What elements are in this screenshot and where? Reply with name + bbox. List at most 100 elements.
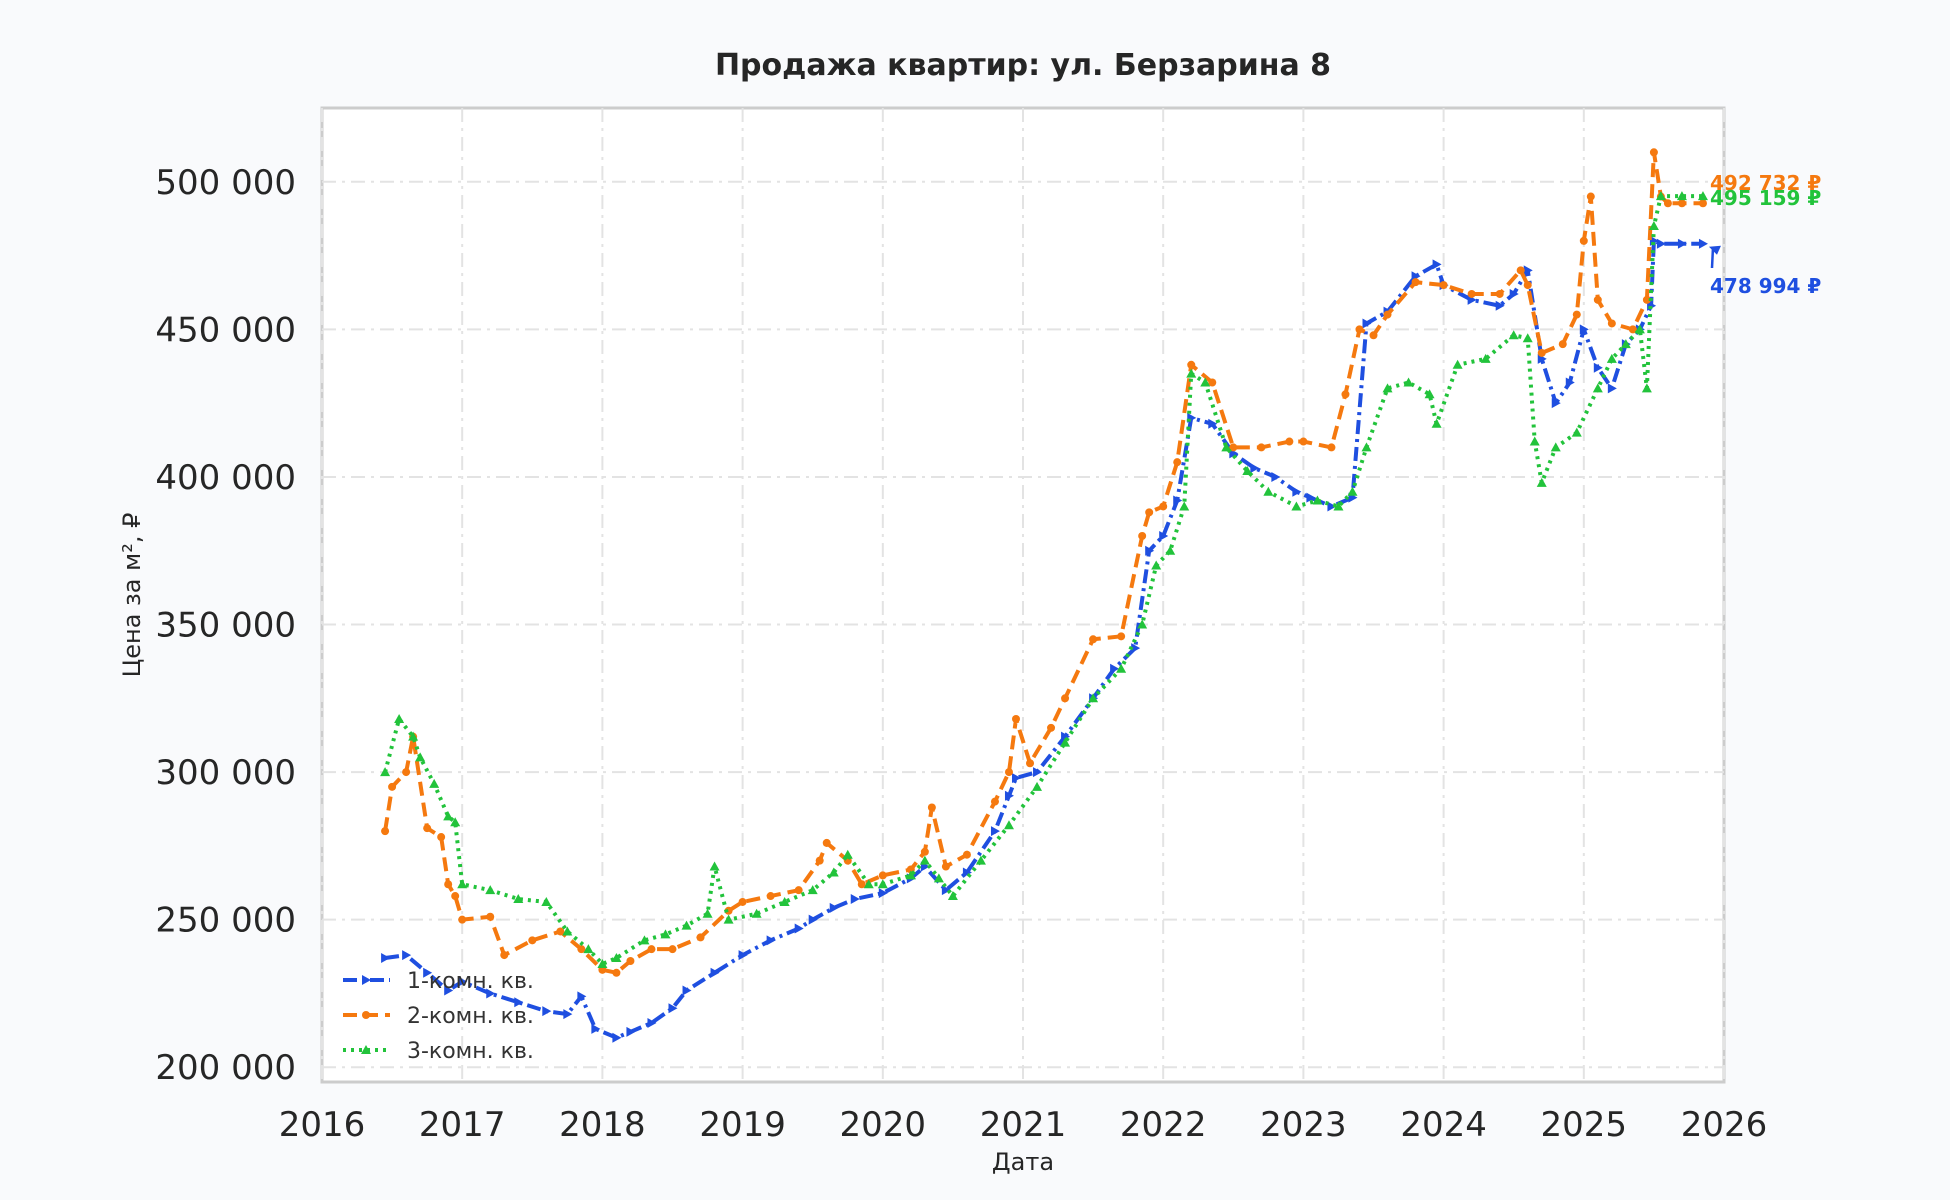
data-point xyxy=(402,950,412,961)
data-point xyxy=(1565,377,1575,388)
data-point xyxy=(1263,486,1274,496)
data-point xyxy=(1145,545,1155,556)
data-point xyxy=(1551,398,1561,409)
data-point xyxy=(933,873,944,883)
data-point xyxy=(1383,310,1392,319)
data-point xyxy=(1292,486,1302,497)
data-point xyxy=(611,953,622,963)
data-point xyxy=(1579,324,1589,335)
data-point xyxy=(388,782,397,791)
chart-title: Продажа квартир: ул. Берзарина 8 xyxy=(715,48,1331,83)
y-tick-label: 350 000 xyxy=(155,606,296,646)
y-tick-label: 200 000 xyxy=(155,1048,296,1088)
data-point xyxy=(514,997,524,1008)
data-point xyxy=(681,920,692,930)
data-point xyxy=(1593,295,1602,304)
data-point xyxy=(660,929,671,939)
data-point xyxy=(1110,663,1120,674)
data-point xyxy=(444,880,453,889)
data-point xyxy=(751,908,762,918)
data-point xyxy=(1424,389,1435,399)
y-tick-label: 400 000 xyxy=(155,458,296,498)
y-tick-label: 300 000 xyxy=(155,753,296,793)
y-axis-ticks: 200 000 250 000 300 000 350 000 400 000 450 0… xyxy=(155,163,296,1088)
data-point xyxy=(863,879,874,889)
data-point xyxy=(1291,501,1302,511)
data-point xyxy=(1558,340,1567,349)
data-point xyxy=(990,797,999,806)
data-point xyxy=(1159,530,1169,541)
data-point xyxy=(1306,492,1316,503)
data-point xyxy=(815,856,824,865)
data-point xyxy=(1088,693,1099,703)
data-point xyxy=(1467,289,1476,298)
data-point xyxy=(1579,236,1588,245)
data-point xyxy=(513,894,524,904)
data-point xyxy=(1271,471,1281,482)
data-point xyxy=(1117,632,1126,641)
data-point xyxy=(1347,486,1358,496)
data-point xyxy=(877,879,888,889)
data-point xyxy=(947,891,958,901)
data-point xyxy=(1655,191,1666,201)
data-point xyxy=(1137,619,1148,629)
data-point xyxy=(905,870,916,880)
data-point xyxy=(486,988,496,999)
data-point xyxy=(577,945,586,954)
data-point xyxy=(1011,772,1021,783)
data-point xyxy=(1026,759,1035,768)
data-point xyxy=(1522,333,1533,343)
data-point xyxy=(458,915,467,924)
data-point xyxy=(591,1023,601,1034)
data-point xyxy=(1572,310,1581,319)
data-point xyxy=(1327,501,1337,512)
data-point xyxy=(1333,501,1344,511)
data-point xyxy=(1606,353,1617,363)
data-point xyxy=(1061,731,1071,742)
data-point xyxy=(1047,723,1056,732)
data-point xyxy=(696,933,705,942)
data-point xyxy=(528,936,537,945)
data-point xyxy=(1361,442,1372,452)
data-point xyxy=(990,826,1000,837)
series-line xyxy=(384,238,1703,1040)
data-point xyxy=(1698,238,1708,249)
data-point xyxy=(1586,192,1595,201)
data-point xyxy=(927,803,936,812)
data-point xyxy=(1592,383,1603,393)
data-point xyxy=(626,1026,636,1037)
data-point xyxy=(668,1003,678,1014)
x-tick-label: 2023 xyxy=(1260,1105,1347,1145)
data-point xyxy=(807,885,818,895)
data-point xyxy=(1003,820,1014,830)
data-point xyxy=(723,914,734,924)
data-point xyxy=(402,768,411,777)
data-point xyxy=(1208,418,1218,429)
data-point xyxy=(962,850,971,859)
data-point xyxy=(1131,643,1141,654)
data-point xyxy=(975,855,986,865)
data-point xyxy=(1382,383,1393,393)
data-point xyxy=(1138,531,1147,540)
data-point xyxy=(423,967,433,978)
data-point xyxy=(1649,148,1658,157)
data-point xyxy=(1151,560,1162,570)
data-point xyxy=(1033,767,1043,778)
data-point xyxy=(794,886,803,895)
grid xyxy=(321,108,1725,1082)
data-point xyxy=(1179,501,1190,511)
data-point xyxy=(1656,238,1666,249)
data-point xyxy=(1159,502,1168,511)
data-point xyxy=(1536,477,1547,487)
data-point xyxy=(1145,508,1154,517)
data-point xyxy=(829,902,839,913)
data-point xyxy=(1004,768,1013,777)
data-point xyxy=(381,827,390,836)
data-point xyxy=(828,867,839,877)
data-point xyxy=(1648,221,1659,231)
end-value-label: 492 732 ₽ xyxy=(1710,171,1821,195)
data-point xyxy=(639,935,650,945)
data-point xyxy=(962,867,972,878)
legend-label: 2-комн. кв. xyxy=(407,1004,534,1029)
data-point xyxy=(702,908,713,918)
